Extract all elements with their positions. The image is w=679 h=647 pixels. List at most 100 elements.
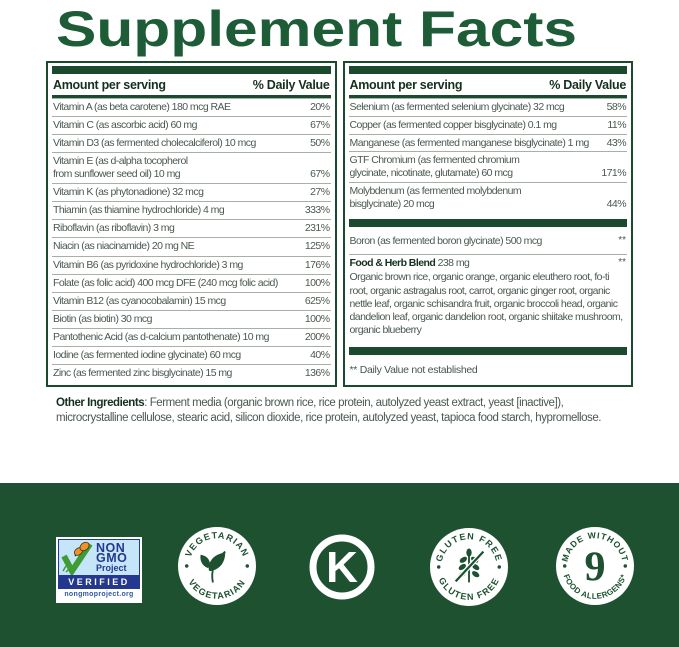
nutrient-row: Selenium (as fermented selenium glycinat… <box>348 98 627 116</box>
nutrient-name: Zinc (as fermented zinc bisglycinate) 15… <box>53 367 232 380</box>
nutrient-name: Molybdenum (as fermented molybdenum bisg… <box>349 184 522 210</box>
boron-row: Boron (as fermented boron glycinate) 500… <box>349 233 628 250</box>
daily-value-header: % Daily Value <box>252 78 330 92</box>
nutrient-row: Biotin (as biotin) 30 mcg 100% <box>52 309 331 328</box>
nutrient-name: Vitamin E (as d-alpha tocopherol from su… <box>53 155 188 181</box>
daily-value: 27% <box>310 186 330 199</box>
nutrient-name: Iodine (as fermented iodine glycinate) 6… <box>53 349 241 362</box>
nutrient-row: Vitamin C (as ascorbic acid) 60 mg 67% <box>52 116 331 134</box>
nutrient-name: Manganese (as fermented manganese bisgly… <box>349 136 590 149</box>
nutrient-row: GTF Chromium (as fermented chromium glyc… <box>348 151 627 182</box>
nutrient-row: Niacin (as niacinamide) 20 mg NE 125% <box>52 237 331 255</box>
non-gmo-line1: NON <box>96 540 126 555</box>
nutrient-name: Thiamin (as thiamine hydrochloride) 4 mg <box>53 204 225 217</box>
nutrient-row: Molybdenum (as fermented molybdenum bisg… <box>348 181 627 213</box>
amount-header: Amount per serving <box>53 78 166 92</box>
nutrient-row: Vitamin A (as beta carotene) 180 mcg RAE… <box>52 98 331 116</box>
nutrient-row: Vitamin K (as phytonadione) 32 mcg 27% <box>52 183 331 201</box>
nutrient-name: Vitamin B6 (as pyridoxine hydrochloride)… <box>53 258 243 271</box>
certification-band: NON GMO Project VERIFIED nongmoproject.o… <box>0 483 679 647</box>
daily-value-header: % Daily Value <box>549 78 626 92</box>
daily-value: 11% <box>607 118 626 131</box>
amount-header: Amount per serving <box>349 78 463 92</box>
thick-divider <box>348 346 627 355</box>
page-title: Supplement Facts <box>56 1 578 57</box>
nutrient-name: Vitamin C (as ascorbic acid) 60 mg <box>53 119 197 132</box>
nutrient-row: Thiamin (as thiamine hydrochloride) 4 mg… <box>52 201 331 219</box>
blend-name: Food & Herb Blend 238 mg <box>350 257 470 270</box>
nutrient-row: Vitamin E (as d-alpha tocopherol from su… <box>52 152 331 183</box>
nutrient-row: Manganese (as fermented manganese bisgly… <box>348 133 627 152</box>
nutrient-name: Vitamin K (as phytonadione) 32 mcg <box>53 186 204 199</box>
daily-value: 44% <box>606 197 627 210</box>
column-header: Amount per serving % Daily Value <box>52 74 331 98</box>
allergen-free-badge: MADE WITHOUT FOOD ALLERGENS* 9 <box>556 527 634 605</box>
nutrient-name: Biotin (as biotin) 30 mcg <box>53 312 152 325</box>
column-header: Amount per serving % Daily Value <box>348 74 627 98</box>
daily-value: 231% <box>304 222 330 235</box>
grass-icon <box>62 565 71 573</box>
daily-value: 58% <box>606 101 627 113</box>
facts-column-right: Amount per serving % Daily Value Seleniu… <box>342 61 633 387</box>
kosher-badge: K <box>309 534 375 600</box>
other-ingredients-label: Other Ingredients <box>56 397 145 409</box>
wheat-icon <box>453 548 486 583</box>
non-gmo-text: NON GMO Project <box>96 540 128 573</box>
nutrient-row: Folate (as folic acid) 400 mcg DFE (240 … <box>52 273 331 292</box>
leaf-icon <box>200 550 226 583</box>
nutrient-rows-right: Selenium (as fermented selenium glycinat… <box>348 98 628 382</box>
blend-header: Food & Herb Blend 238 mg ** <box>350 257 627 270</box>
vegetarian-badge: VEGETARIAN VEGETARIAN <box>178 527 256 605</box>
nutrient-name: Riboflavin (as riboflavin) 3 mg <box>53 222 175 235</box>
thick-divider <box>348 218 627 227</box>
daily-value: 333% <box>304 204 330 217</box>
butterfly-check-icon <box>61 541 93 575</box>
other-ingredients-text: : Ferment media (organic brown rice, ric… <box>56 397 602 425</box>
nutrient-row: Zinc (as fermented zinc bisglycinate) 15… <box>52 364 331 382</box>
header-bar <box>348 66 627 74</box>
nutrient-name: Niacin (as niacinamide) 20 mg NE <box>53 240 195 253</box>
daily-value: 100% <box>304 312 330 325</box>
daily-value: 67% <box>310 168 330 181</box>
non-gmo-sky: NON GMO Project <box>58 539 140 576</box>
nutrient-name: Boron (as fermented boron glycinate) 500… <box>349 235 543 248</box>
blend-amount: 238 mg <box>435 257 470 270</box>
blend-title: Food & Herb Blend <box>349 257 436 270</box>
daily-value-footnote: ** Daily Value not established <box>349 363 478 376</box>
non-gmo-line2: GMO <box>96 550 128 565</box>
nutrient-row: Copper (as fermented copper bisglycinate… <box>348 115 627 134</box>
nutrient-name: Selenium (as fermented selenium glycinat… <box>349 101 565 113</box>
daily-value: 625% <box>304 294 330 307</box>
non-gmo-badge: NON GMO Project VERIFIED nongmoproject.o… <box>56 537 142 603</box>
nutrient-row: Vitamin B6 (as pyridoxine hydrochloride)… <box>52 255 331 274</box>
non-gmo-line3: Project <box>96 562 127 573</box>
nutrient-row: Pantothenic Acid (as d-calcium pantothen… <box>52 327 331 346</box>
daily-value: 100% <box>304 276 330 289</box>
verified-banner: VERIFIED <box>58 576 140 589</box>
daily-value: 136% <box>304 367 330 380</box>
blend-block: Food & Herb Blend 238 mg ** Organic brow… <box>348 254 627 340</box>
gluten-free-badge: GLUTEN FREE GLUTEN FREE <box>430 528 508 606</box>
nutrient-name: Folate (as folic acid) 400 mcg DFE (240 … <box>53 276 278 289</box>
nutrient-row: Iodine (as fermented iodine glycinate) 6… <box>52 346 331 364</box>
facts-table: Amount per serving % Daily Value Vitamin… <box>46 61 633 387</box>
daily-value: 200% <box>304 330 330 343</box>
non-gmo-url: nongmoproject.org <box>64 591 134 598</box>
nutrient-row: Vitamin D3 (as fermented cholecalciferol… <box>52 134 331 152</box>
nutrient-name: GTF Chromium (as fermented chromium glyc… <box>349 154 520 180</box>
facts-column-left: Amount per serving % Daily Value Vitamin… <box>46 61 337 387</box>
nutrient-rows-left: Vitamin A (as beta carotene) 180 mcg RAE… <box>52 98 331 382</box>
mineral-rows: Selenium (as fermented selenium glycinat… <box>348 98 627 213</box>
blend-ingredients: Organic brown rice, organic orange, orga… <box>349 271 624 337</box>
nutrient-name: Vitamin B12 (as cyanocobalamin) 15 mcg <box>53 294 226 307</box>
nutrient-name: Vitamin A (as beta carotene) 180 mcg RAE <box>53 101 231 113</box>
other-ingredients: Other Ingredients: Ferment media (organi… <box>56 396 628 426</box>
daily-value: 50% <box>310 137 330 150</box>
daily-value-asterisk: ** <box>618 257 626 269</box>
daily-value: 20% <box>310 101 330 113</box>
nutrient-name: Vitamin D3 (as fermented cholecalciferol… <box>53 137 256 150</box>
nutrient-name: Copper (as fermented copper bisglycinate… <box>349 118 558 131</box>
daily-value-asterisk: ** <box>618 235 626 247</box>
nutrient-name: Pantothenic Acid (as d-calcium pantothen… <box>53 330 269 343</box>
allergen-count: 9 <box>584 544 605 590</box>
